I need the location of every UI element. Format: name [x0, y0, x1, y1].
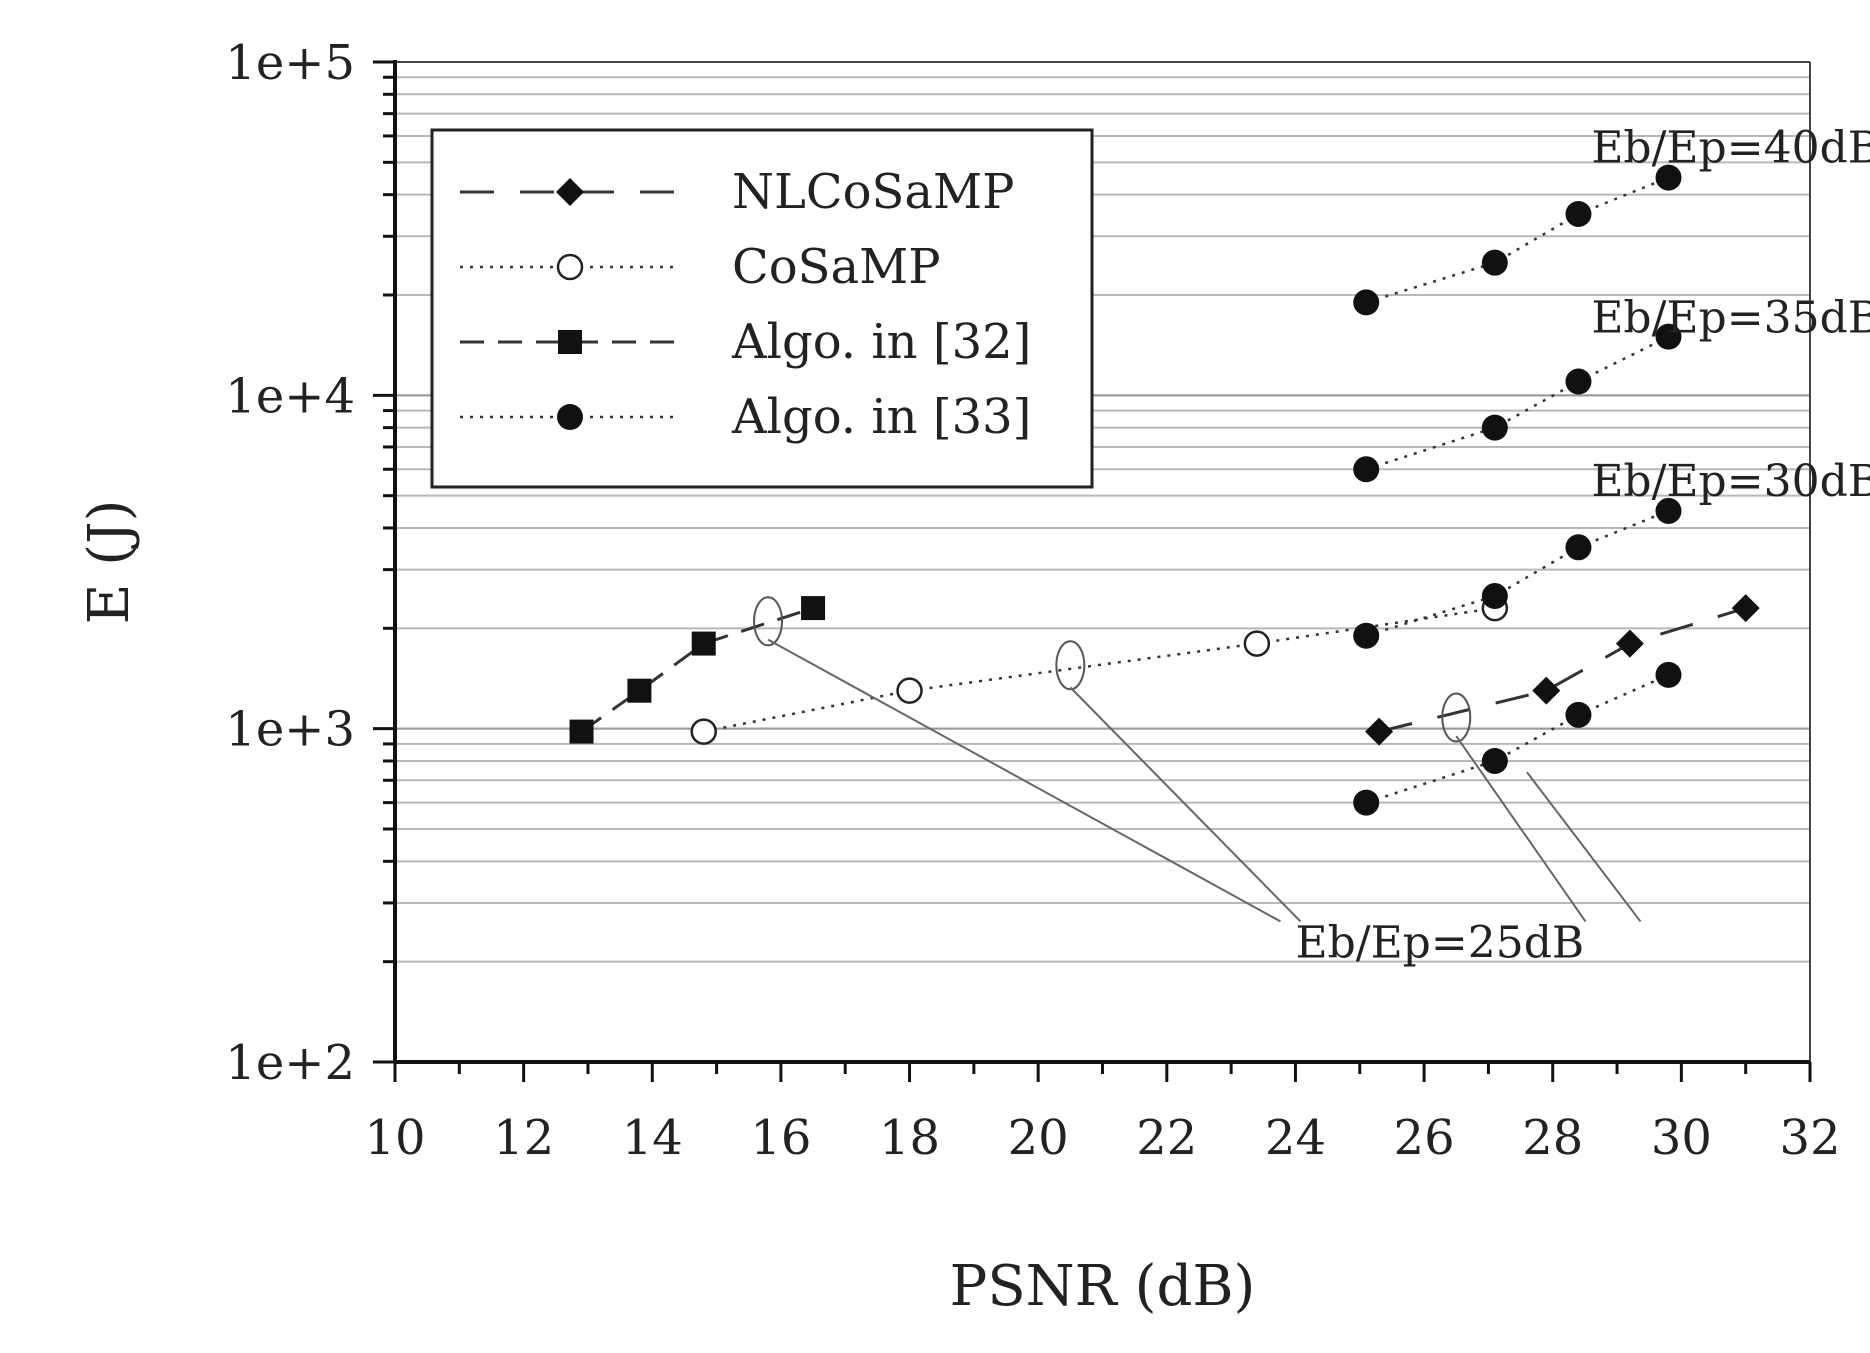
- square-marker: [558, 330, 582, 354]
- legend-item: Algo. in [32]: [460, 314, 1031, 370]
- filled-circle-marker: [1565, 701, 1592, 728]
- open-circle-marker: [690, 718, 717, 745]
- series-line: [1365, 509, 1669, 637]
- level-label: Eb/Ep=30dB: [1591, 456, 1870, 507]
- legend-box: [430, 128, 1094, 489]
- series-5: [1353, 323, 1682, 483]
- filled-circle-marker: [1481, 583, 1508, 610]
- diamond-marker: [556, 178, 584, 206]
- x-tick-label: 14: [622, 1110, 683, 1166]
- filled-circle-marker: [1655, 497, 1682, 524]
- square-marker: [569, 719, 594, 744]
- diamond-marker: [1615, 629, 1644, 658]
- x-tick-label: 12: [493, 1110, 554, 1166]
- legend-label: CoSaMP: [732, 239, 941, 295]
- filled-circle-marker: [1655, 164, 1682, 191]
- series-4: [1353, 497, 1682, 649]
- legend-label: Algo. in [32]: [731, 314, 1031, 370]
- filled-circle-marker: [1565, 534, 1592, 561]
- callout-label: Eb/Ep=25dB: [1295, 917, 1584, 968]
- callout-leader: [1526, 771, 1642, 923]
- legend-item: CoSaMP: [460, 239, 941, 295]
- callout-leader: [1069, 686, 1302, 923]
- diamond-marker: [1532, 676, 1561, 705]
- level-label: Eb/Ep=35dB: [1591, 293, 1870, 344]
- filled-circle-marker: [1481, 747, 1508, 774]
- open-circle-marker: [896, 677, 923, 704]
- series-3: [1353, 661, 1682, 816]
- diamond-marker: [1365, 717, 1394, 746]
- legend-item: Algo. in [33]: [460, 389, 1031, 445]
- callout-leader: [767, 638, 1281, 923]
- diamond-marker: [1731, 594, 1760, 623]
- callout-ellipse: [1441, 692, 1472, 743]
- legend-item: NLCoSaMP: [460, 164, 1014, 220]
- y-tick-label: 1e+5: [225, 35, 355, 91]
- filled-circle-marker: [1481, 249, 1508, 276]
- callout-ellipse: [1055, 640, 1086, 691]
- annotations: Eb/Ep=40dB Eb/Ep=35dB Eb/Ep=30dB Eb/Ep=25dB: [753, 123, 1870, 968]
- x-tick-label: 20: [1008, 1110, 1069, 1166]
- x-tick-label: 28: [1522, 1110, 1583, 1166]
- filled-circle-marker: [1353, 456, 1380, 483]
- x-tick-label: 10: [364, 1110, 425, 1166]
- x-tick-label: 22: [1136, 1110, 1197, 1166]
- open-circle-marker: [556, 253, 584, 281]
- legend-label: NLCoSaMP: [732, 164, 1014, 220]
- series-line: [1365, 335, 1670, 471]
- x-tick-label: 16: [750, 1110, 811, 1166]
- y-tick-label: 1e+4: [225, 368, 355, 424]
- filled-circle-marker: [1655, 661, 1682, 688]
- y-axis-title: E (J): [77, 500, 142, 625]
- series-group: [569, 164, 1760, 816]
- callout-ellipse: [753, 596, 784, 647]
- y-tick-label: 1e+3: [225, 702, 355, 758]
- x-tick-label: 26: [1394, 1110, 1455, 1166]
- filled-circle-marker: [1353, 622, 1380, 649]
- legend-label: Algo. in [33]: [731, 389, 1031, 445]
- axes: 1e+2 1e+3 1e+4 1e+5 10 12 14 16 18 20 22 24 26 28 30 32: [225, 35, 1840, 1166]
- x-tick-label: 18: [879, 1110, 940, 1166]
- y-tick-label: 1e+2: [225, 1035, 355, 1091]
- x-tick-label: 30: [1651, 1110, 1712, 1166]
- series-line: [580, 606, 814, 733]
- series-6: [1353, 164, 1682, 316]
- square-marker: [801, 596, 826, 621]
- filled-circle-marker: [1353, 789, 1380, 816]
- callout-leader: [1455, 735, 1587, 922]
- filled-circle-marker: [1481, 414, 1508, 441]
- series-line: [1365, 176, 1669, 304]
- open-circle-marker: [1243, 630, 1271, 657]
- series-2: [569, 596, 826, 744]
- level-label: Eb/Ep=40dB: [1591, 123, 1870, 174]
- legend: NLCoSaMP CoSaMP Algo. in [32] Algo. in [33]: [430, 128, 1094, 489]
- series-line: [1365, 673, 1670, 804]
- x-axis-title: PSNR (dB): [950, 1254, 1256, 1319]
- x-tick-label: 24: [1265, 1110, 1326, 1166]
- series-line: [703, 606, 1496, 733]
- series-0: [1365, 594, 1760, 746]
- filled-circle-marker: [1655, 323, 1682, 350]
- series-line: [1378, 606, 1747, 734]
- square-marker: [627, 678, 652, 703]
- x-tick-label: 32: [1779, 1110, 1840, 1166]
- filled-circle-marker: [1565, 368, 1592, 395]
- filled-circle-marker: [1565, 200, 1592, 227]
- filled-circle-marker: [557, 404, 583, 430]
- filled-circle-marker: [1353, 289, 1380, 316]
- square-marker: [691, 631, 716, 656]
